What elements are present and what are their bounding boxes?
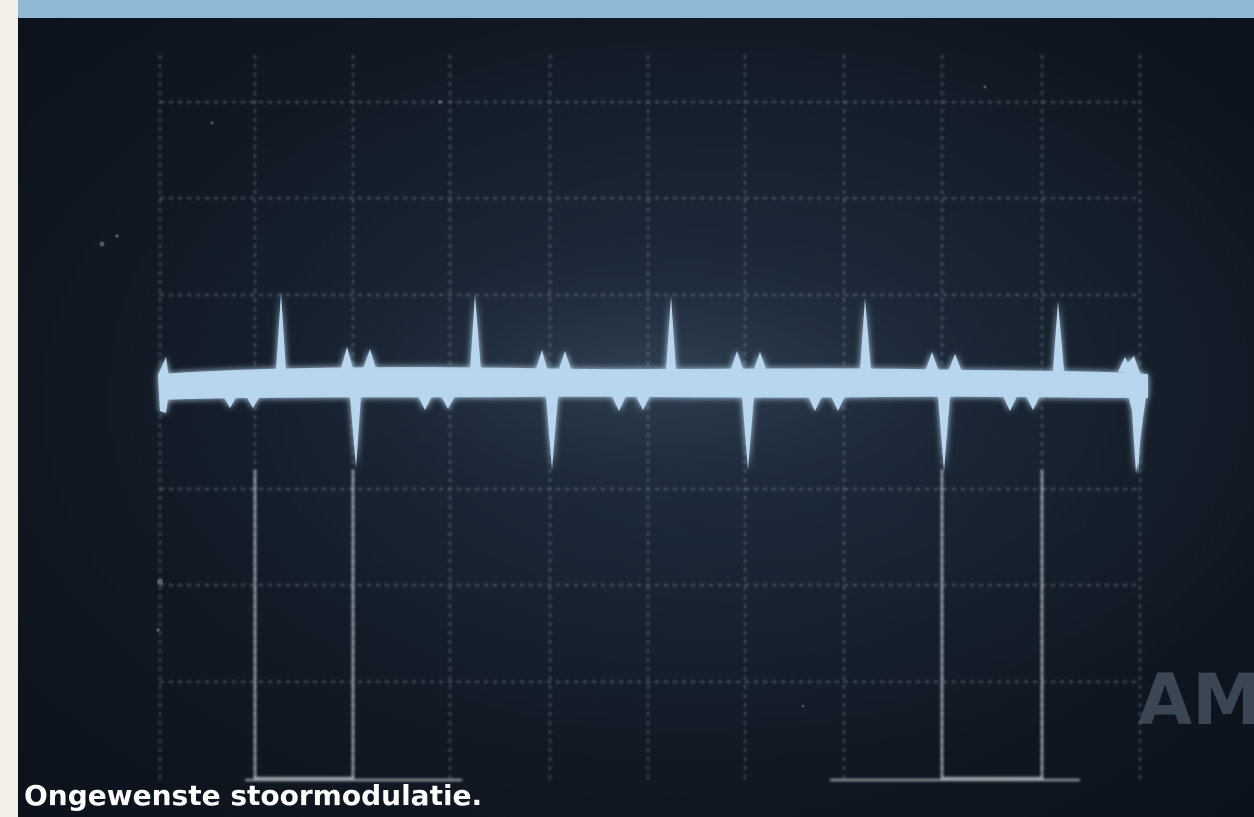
photo-caption: Ongewenste stoormodulatie. — [24, 779, 483, 812]
left-paper-margin — [0, 0, 18, 817]
main-waveform-band — [160, 367, 1148, 400]
waveform-left-end — [158, 357, 170, 413]
logo-watermark: AM — [1138, 660, 1254, 740]
top-color-band — [0, 0, 1254, 18]
upper-interference-spikes — [276, 292, 1064, 371]
right-square-pulse — [940, 470, 1044, 780]
left-square-pulse — [253, 470, 355, 780]
lower-interference-spikes — [350, 396, 1143, 474]
small-noise-spikes — [223, 347, 1132, 411]
screen-speckles — [99, 85, 987, 708]
square-wave-traces — [245, 470, 1080, 782]
oscilloscope-waveform-icon — [158, 292, 1148, 474]
